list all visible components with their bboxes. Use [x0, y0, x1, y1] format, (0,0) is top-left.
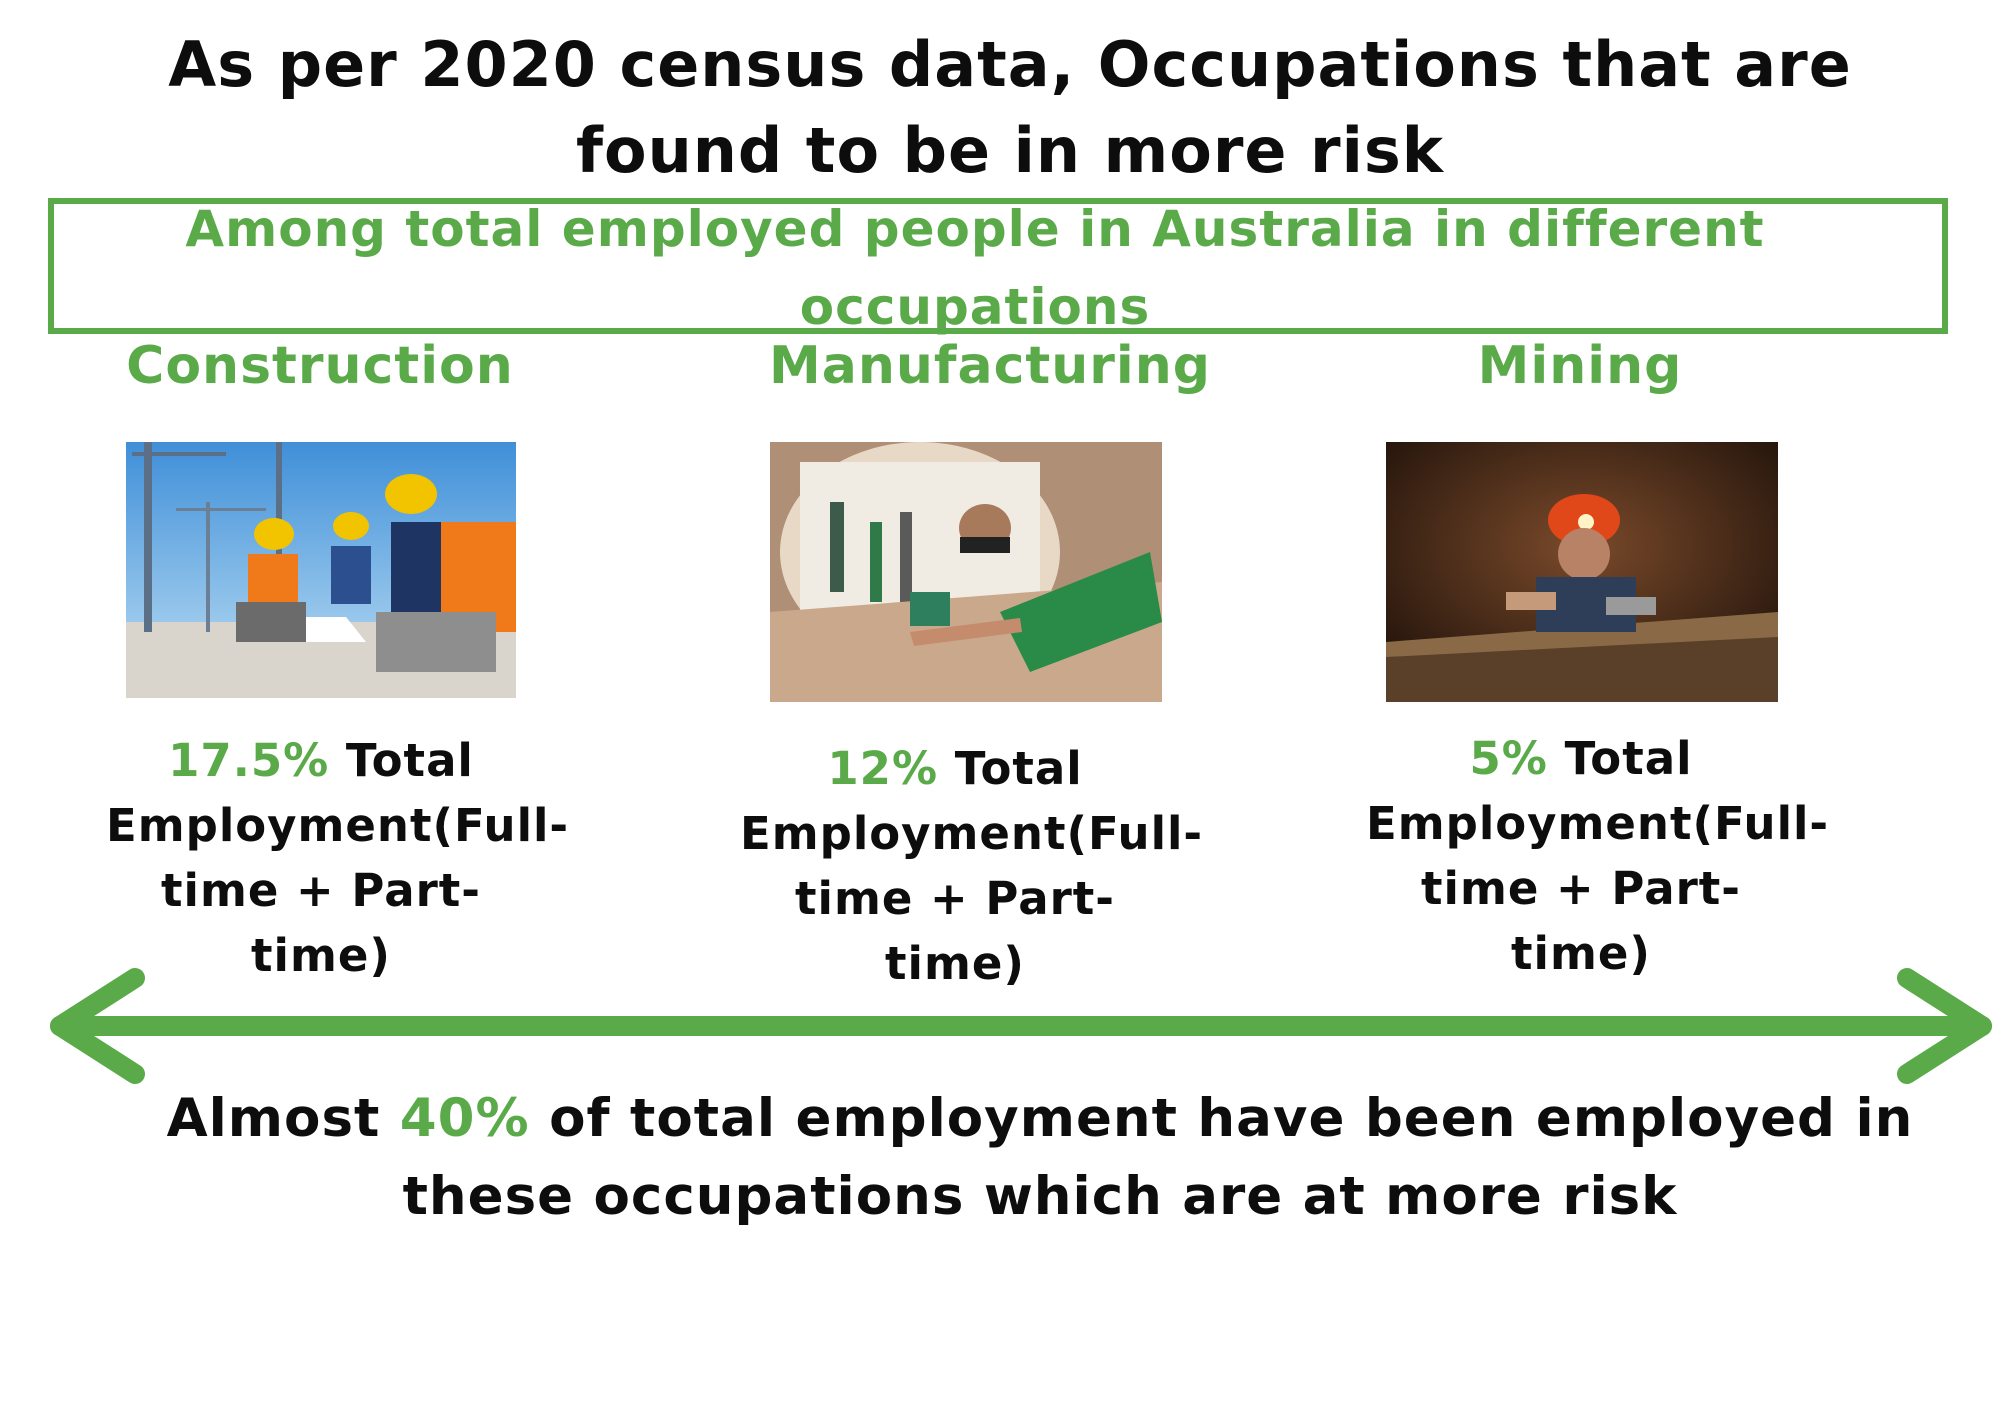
construction-percent: 17.5% — [168, 734, 330, 787]
conclusion-prefix: Almost — [166, 1088, 381, 1149]
conclusion-percent: 40% — [399, 1088, 530, 1149]
manufacturing-photo — [770, 442, 1162, 702]
mining-stat: 5% Total Employment(Full-time + Part-tim… — [1366, 726, 1828, 986]
page-title: As per 2020 census data, Occupations tha… — [168, 28, 1852, 187]
subtitle: Among total employed people in Australia… — [185, 200, 1765, 336]
manufacturing-stat: 12% Total Employment(Full-time + Part-ti… — [740, 736, 1202, 996]
mining-heading: Mining — [1477, 336, 1683, 396]
construction-photo — [126, 442, 516, 698]
subtitle-frame — [48, 198, 1948, 334]
mining-percent: 5% — [1469, 732, 1548, 785]
construction-stat-text: Total Employment(Full-time + Part-time) — [106, 734, 570, 982]
mining-photo — [1386, 442, 1778, 702]
construction-stat: 17.5% Total Employment(Full-time + Part-… — [106, 728, 568, 988]
conclusion-suffix: of total employment have been employed i… — [402, 1088, 1914, 1227]
construction-heading: Construction — [126, 336, 514, 396]
manufacturing-percent: 12% — [827, 742, 939, 795]
conclusion-text: Almost 40% of total employment have been… — [140, 1080, 1940, 1236]
mining-stat-text: Total Employment(Full-time + Part-time) — [1366, 732, 1830, 980]
manufacturing-heading: Manufacturing — [769, 336, 1211, 396]
manufacturing-stat-text: Total Employment(Full-time + Part-time) — [740, 742, 1204, 990]
